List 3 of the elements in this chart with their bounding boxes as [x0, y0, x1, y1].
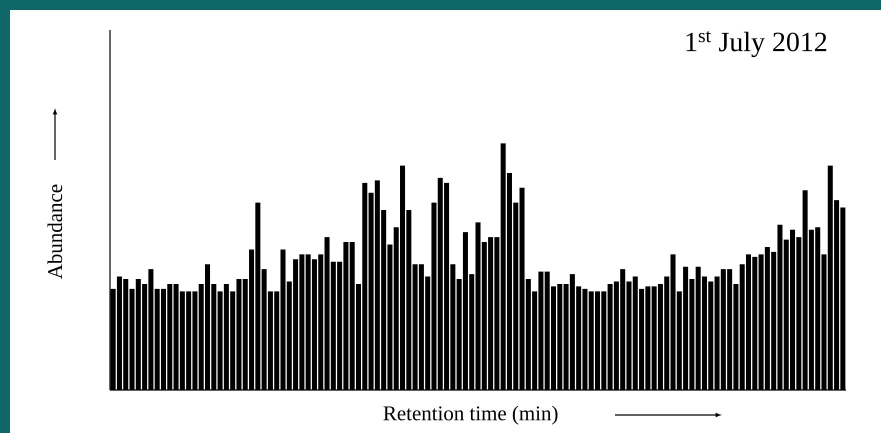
y-axis-title: Abundance — [47, 184, 62, 280]
chart-title: 1$^{st}$ July 2012 — [686, 31, 826, 58]
x-axis-title: Retention time (min) — [384, 406, 558, 425]
